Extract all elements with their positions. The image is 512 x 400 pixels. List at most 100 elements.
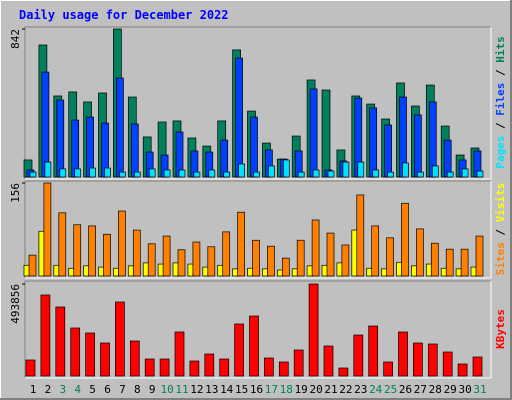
x-tick-label: 10	[160, 383, 173, 396]
bar	[476, 170, 484, 178]
bar	[235, 57, 243, 178]
legend-entry: Pages	[494, 136, 507, 169]
bar	[369, 107, 378, 178]
bar	[401, 202, 409, 277]
x-tick-label: 5	[89, 383, 96, 396]
bar	[413, 342, 423, 377]
bar	[130, 123, 139, 178]
x-tick-label: 7	[119, 383, 126, 396]
y-tick-label: 842	[9, 29, 22, 49]
bar	[323, 345, 334, 377]
bar	[73, 224, 82, 277]
bar	[103, 233, 111, 277]
bar	[29, 171, 37, 178]
bar	[85, 332, 95, 377]
x-tick-label: 19	[295, 383, 308, 396]
bar	[264, 357, 274, 377]
x-tick-label: 15	[235, 383, 248, 396]
bar	[312, 169, 320, 178]
legend-entry: Files	[494, 83, 507, 116]
x-tick-label: 21	[324, 383, 337, 396]
bar	[371, 225, 380, 277]
bar	[207, 246, 216, 277]
x-tick-label: 20	[309, 383, 322, 396]
bar	[321, 89, 331, 178]
bar	[460, 248, 469, 277]
bar	[368, 325, 379, 377]
bar	[74, 168, 82, 178]
x-tick-label: 13	[205, 383, 218, 396]
bar	[234, 323, 244, 377]
bar	[443, 139, 452, 178]
bar	[430, 242, 439, 277]
bar	[89, 167, 96, 178]
bar	[414, 114, 422, 178]
bar	[326, 232, 335, 277]
bar	[208, 169, 216, 178]
bar	[308, 283, 319, 377]
bar	[311, 219, 320, 277]
bar	[177, 249, 186, 277]
x-tick-label: 4	[74, 383, 81, 396]
bar	[148, 168, 156, 178]
legend-separator: /	[494, 116, 507, 136]
y-tick-label: 493856	[9, 284, 22, 324]
bar	[70, 327, 81, 377]
bar	[398, 331, 408, 377]
bar	[357, 161, 365, 178]
bar	[116, 77, 124, 178]
x-tick-label: 2	[45, 383, 52, 396]
bar	[204, 353, 215, 377]
bar	[163, 169, 171, 178]
bar	[338, 367, 349, 377]
x-tick-label: 3	[59, 383, 66, 396]
bar	[250, 116, 258, 178]
bar	[475, 235, 484, 277]
bar	[162, 235, 171, 277]
legend: Pages / Files / Hits	[494, 36, 507, 169]
bar	[356, 194, 365, 277]
bar	[58, 212, 67, 277]
bar	[129, 340, 140, 377]
bar	[44, 161, 52, 178]
x-tick-label: 16	[250, 383, 263, 396]
bar	[402, 162, 409, 178]
bar	[25, 359, 36, 377]
bar	[40, 294, 51, 377]
bar	[28, 254, 37, 277]
bar	[192, 241, 201, 277]
x-tick-label: 9	[149, 383, 156, 396]
bar	[446, 171, 454, 178]
bar	[281, 257, 290, 277]
bar	[282, 159, 290, 178]
bar	[442, 351, 453, 377]
panel-border-light	[25, 181, 492, 279]
legend-entry: KBytes	[494, 309, 507, 349]
bar	[249, 315, 259, 377]
bar	[472, 356, 483, 377]
bar	[353, 334, 364, 377]
bar	[237, 211, 245, 277]
bar	[55, 306, 66, 377]
bar	[445, 248, 454, 277]
panel-border-dark	[24, 180, 491, 278]
bar	[383, 361, 393, 377]
x-tick-label: 29	[444, 383, 457, 396]
x-tick-label: 28	[429, 383, 442, 396]
bar	[147, 243, 156, 277]
bar	[132, 229, 141, 277]
y-tick-label: 156	[9, 183, 22, 203]
bar	[104, 167, 111, 178]
bar	[144, 358, 155, 377]
bar	[252, 239, 260, 277]
bar	[159, 358, 170, 377]
panel-border-light	[25, 27, 492, 180]
x-tick-label: 30	[458, 383, 471, 396]
bar	[293, 349, 304, 377]
bar	[133, 171, 141, 178]
x-tick-label: 11	[175, 383, 188, 396]
x-tick-label: 18	[280, 383, 293, 396]
bar	[100, 342, 110, 377]
